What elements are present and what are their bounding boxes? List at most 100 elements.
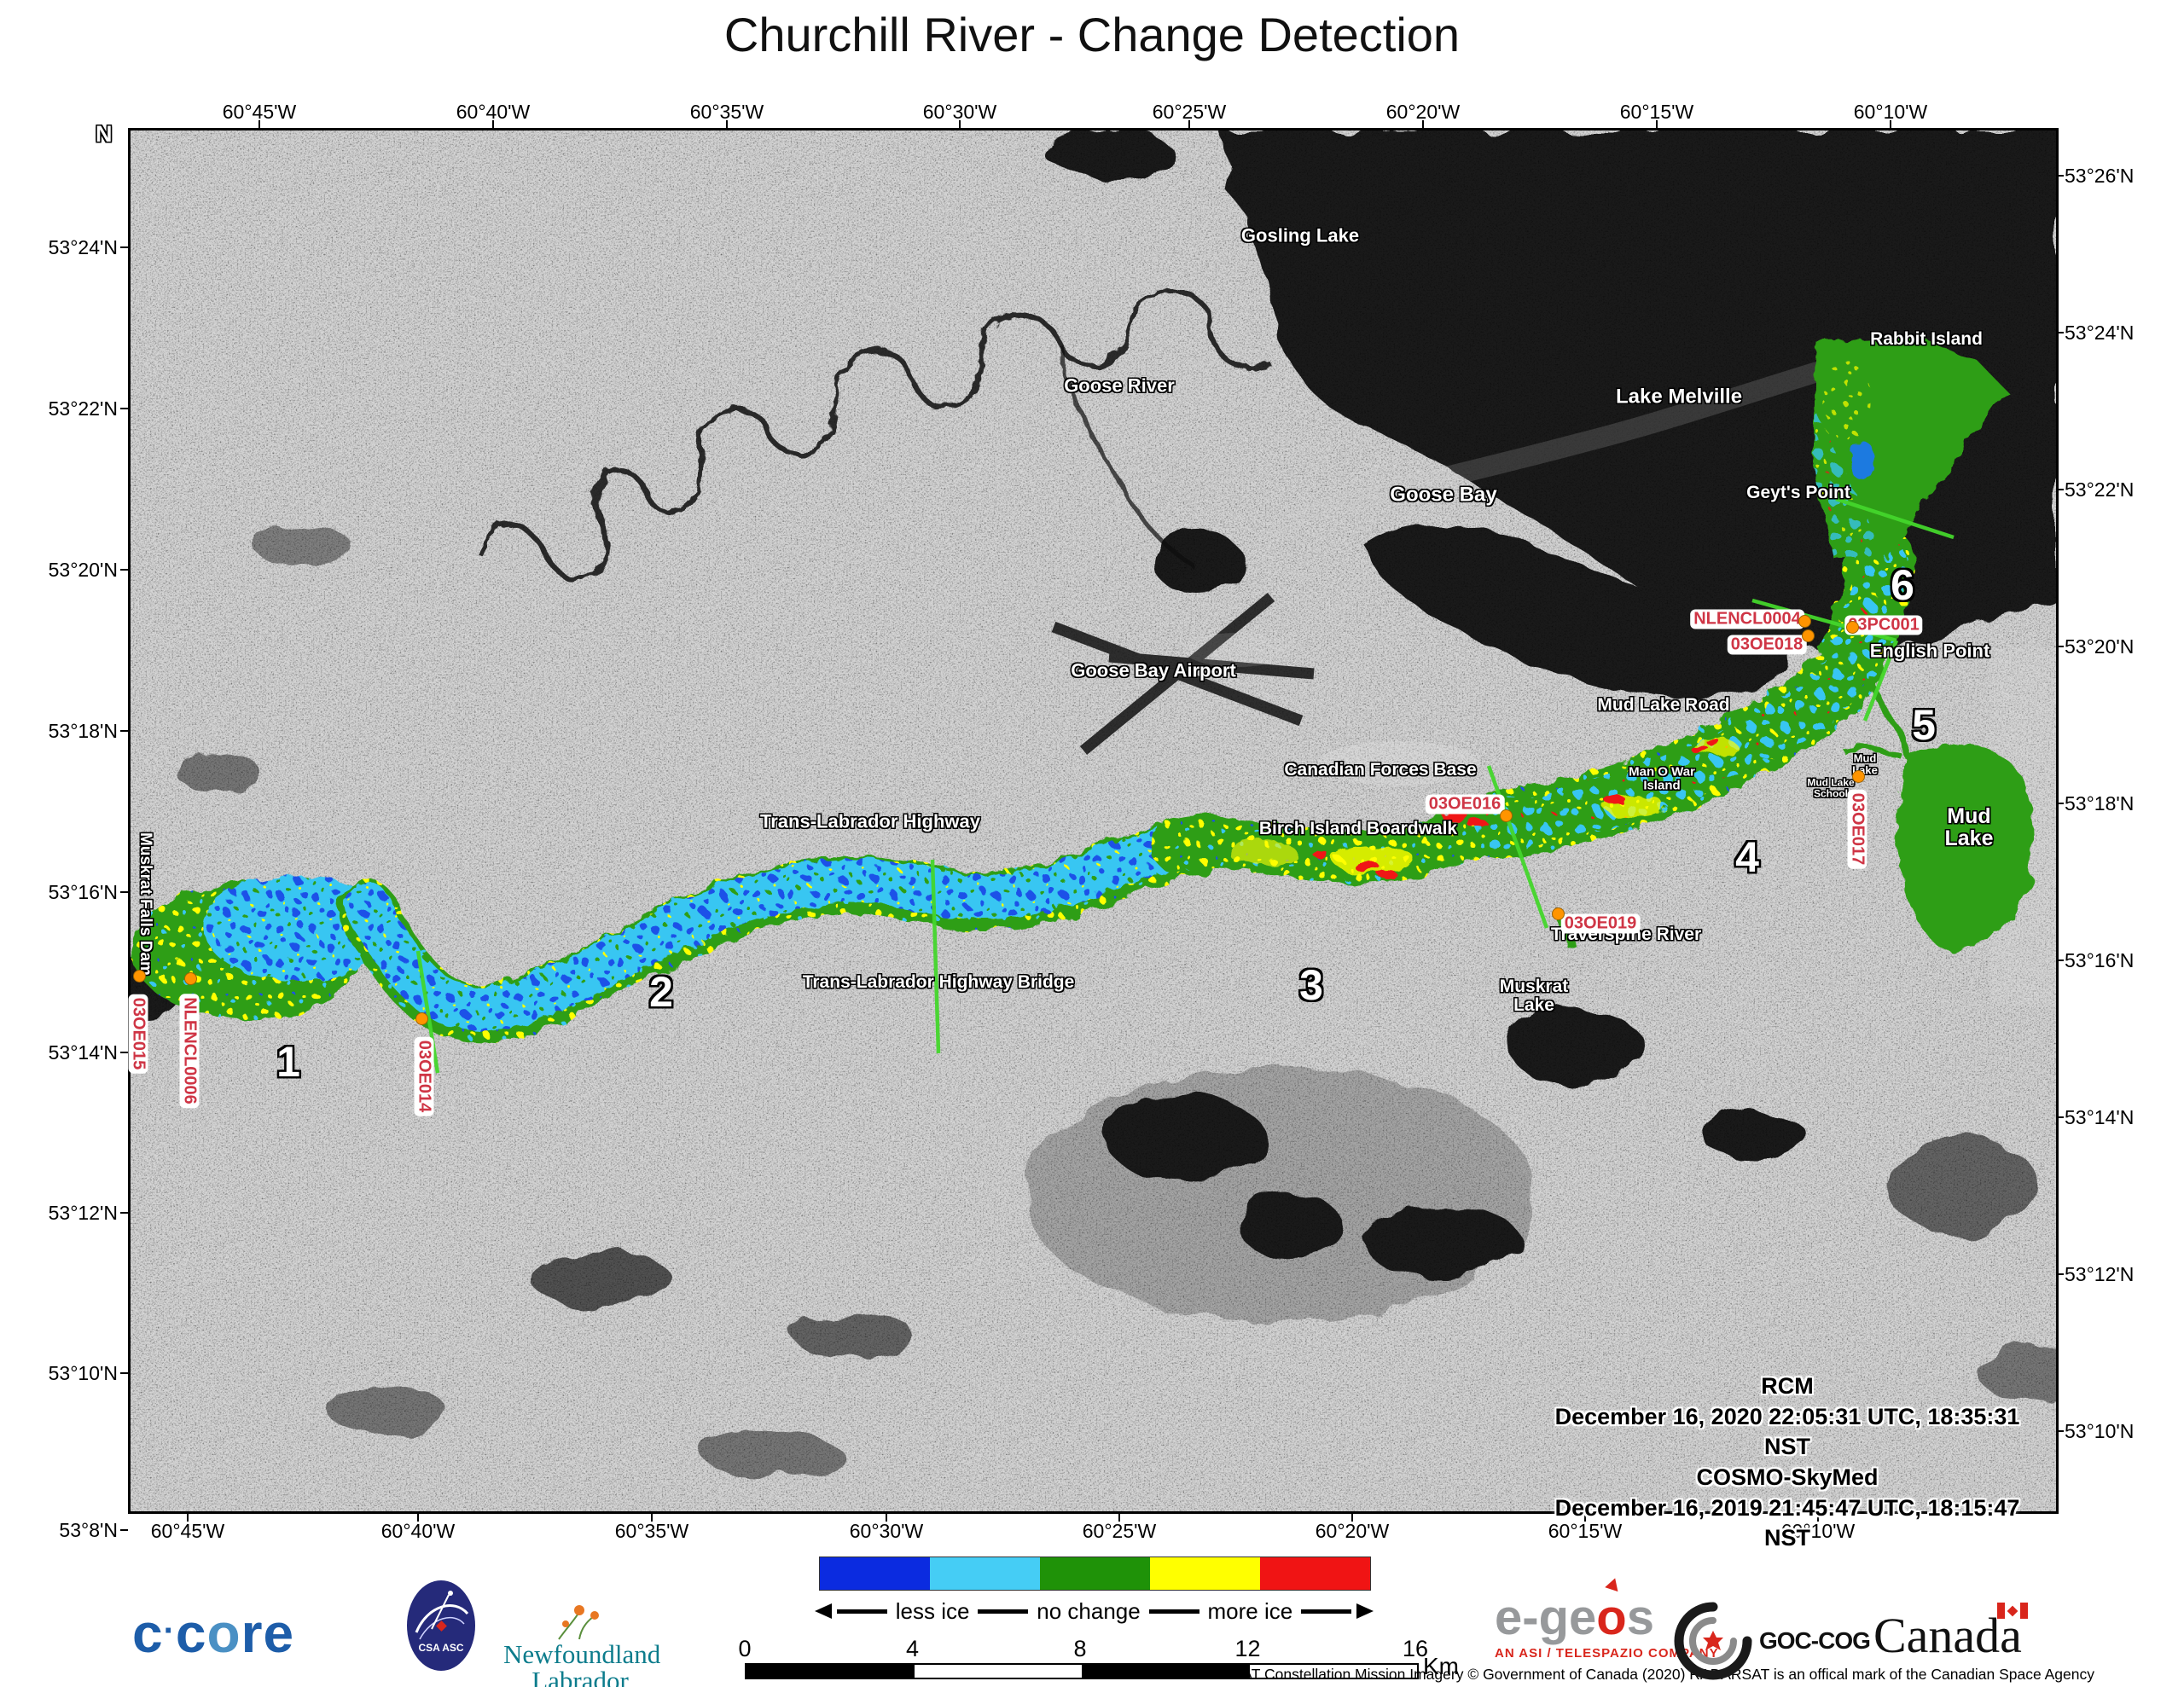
canada-flag-icon [1995, 1602, 2029, 1620]
goccog-text: GOC-COG [1759, 1627, 1871, 1654]
scalebar-segment [1249, 1665, 1417, 1678]
river-change-overlay [132, 337, 2034, 1043]
station-dot [1852, 770, 1865, 783]
place-label: Birch Island Boardwalk [1258, 818, 1458, 838]
legend-label-no-change: no change [1037, 1597, 1141, 1624]
graticule-label-lon: 60°20'W [1315, 1520, 1390, 1542]
place-label: Muskrat Lake [1499, 976, 1569, 1015]
copyright-attribution: RADARSAT Constellation Mission Imagery ©… [1180, 1666, 2094, 1683]
legend-colorbar [819, 1557, 1371, 1591]
graticule-tick [120, 730, 128, 732]
station-dot [1500, 809, 1513, 822]
newfoundland-labrador-logo: Newfoundland Labrador [503, 1603, 661, 1687]
graticule-tick [651, 1514, 653, 1522]
goc-cog-logo: GOC-COG [1674, 1602, 1871, 1680]
graticule-tick [726, 120, 728, 128]
graticule-label-lat: 53°20'N [48, 559, 118, 581]
graticule-tick [2056, 175, 2064, 177]
place-label: Mud Lake School [1807, 776, 1855, 799]
place-label: Trans-Labrador Highway [760, 810, 980, 832]
graticule-label-lon: 60°25'W [1082, 1520, 1157, 1542]
station-label: NLENCL0004 [1690, 609, 1804, 629]
place-label: Mud Lake Road [1597, 694, 1730, 715]
graticule-label-lat: 53°12'N [2065, 1263, 2135, 1285]
station-dot [1802, 629, 1815, 642]
canada-wordmark: Canada [1873, 1602, 2029, 1664]
graticule-tick [2056, 489, 2064, 490]
scalebar-segment [914, 1665, 1082, 1678]
info-line-sensor1: RCM [1761, 1373, 1814, 1399]
sar-map-image [128, 128, 2059, 1514]
station-dot [1798, 615, 1811, 628]
place-label: Geyt's Point [1746, 482, 1850, 502]
goose-river-line [475, 287, 1271, 583]
graticule-tick [187, 1514, 189, 1522]
graticule-label-lat: 53°24'N [2065, 322, 2135, 344]
graticule-label-lat: 53°18'N [48, 720, 118, 742]
acquisition-info-box: RCM December 16, 2020 22:05:31 UTC, 18:3… [1531, 1371, 2043, 1554]
nl-line2: Labrador [531, 1666, 629, 1687]
nl-line1: Newfoundland [503, 1639, 661, 1669]
legend-color-swatch [1150, 1557, 1260, 1590]
graticule-label-lon: 60°40'W [380, 1520, 456, 1542]
graticule-label-lon: 60°25'W [1152, 101, 1227, 123]
station-dot [1552, 907, 1565, 920]
section-number: 4 [1735, 833, 1759, 881]
scalebar-tick-label: 8 [1073, 1636, 1087, 1661]
graticule-label-lon: 60°45'W [222, 101, 297, 123]
graticule-tick [120, 1372, 128, 1374]
scalebar-tick-label: 0 [738, 1636, 752, 1661]
graticule-label-lat: 53°24'N [48, 236, 118, 258]
legend-label-more-ice: more ice [1207, 1597, 1293, 1624]
graticule-label-lat: 53°18'N [2065, 792, 2135, 815]
graticule-tick [2056, 1430, 2064, 1432]
csa-text: CSA ASC [418, 1642, 463, 1654]
place-label: Goose Bay [1390, 483, 1497, 507]
section-number: 5 [1912, 701, 1936, 749]
graticule-tick [1188, 120, 1190, 128]
graticule-label-lon: 60°30'W [922, 101, 997, 123]
place-label: Canadian Forces Base [1284, 759, 1477, 780]
graticule-label-lon: 60°10'W [1780, 1520, 1856, 1542]
legend-label-less-ice: less ice [895, 1597, 970, 1624]
place-label: Trans-Labrador Highway Bridge [802, 971, 1075, 992]
graticule-label-lat: 53°10'N [48, 1362, 118, 1384]
page-title: Churchill River - Change Detection [723, 8, 1461, 61]
graticule-label-lon: 60°35'W [689, 101, 764, 123]
graticule-label-lon: 60°15'W [1548, 1520, 1623, 1542]
north-label: N [96, 121, 113, 147]
scalebar [745, 1663, 1419, 1679]
water-bodies [128, 130, 2059, 1476]
station-label: 03OE014 [414, 1036, 434, 1116]
station-dot [415, 1012, 428, 1025]
scalebar-unit: Km [1423, 1653, 1459, 1679]
section-number: 6 [1891, 561, 1914, 609]
graticule-label-lon: 60°10'W [1853, 101, 1928, 123]
graticule-label-lat: 53°10'N [2065, 1420, 2135, 1442]
place-label: Muskrat Falls Dam [136, 832, 154, 976]
graticule-tick [1584, 1514, 1586, 1522]
graticule-tick [1656, 120, 1658, 128]
graticule-tick [120, 891, 128, 893]
graticule-label-lon: 60°35'W [614, 1520, 689, 1542]
place-label: Goose Bay Airport [1071, 659, 1236, 681]
legend-arrow-left [815, 1603, 832, 1619]
legend-color-swatch [1260, 1557, 1370, 1590]
scalebar-tick-label: 4 [905, 1636, 920, 1661]
graticule-tick [1817, 1514, 1819, 1522]
graticule-tick [120, 246, 128, 248]
scalebar-segment [746, 1665, 915, 1678]
graticule-label-lat: 53°14'N [48, 1041, 118, 1064]
graticule-tick [120, 408, 128, 409]
section-number: 2 [649, 968, 673, 1016]
graticule-label-lat: 53°14'N [2065, 1106, 2135, 1128]
graticule-tick [2056, 959, 2064, 961]
egeos-subtitle: AN ASI / TELESPAZIO COMPANY [1495, 1646, 1719, 1661]
place-label: Rabbit Island [1870, 328, 1983, 349]
scalebar-segment [1082, 1665, 1250, 1678]
place-label: Lake Melville [1615, 385, 1743, 409]
graticule-tick [120, 1212, 128, 1214]
legend-arrow-row: less ice no change more ice [815, 1598, 1374, 1624]
graticule-tick [492, 120, 494, 128]
legend-color-swatch [1040, 1557, 1150, 1590]
